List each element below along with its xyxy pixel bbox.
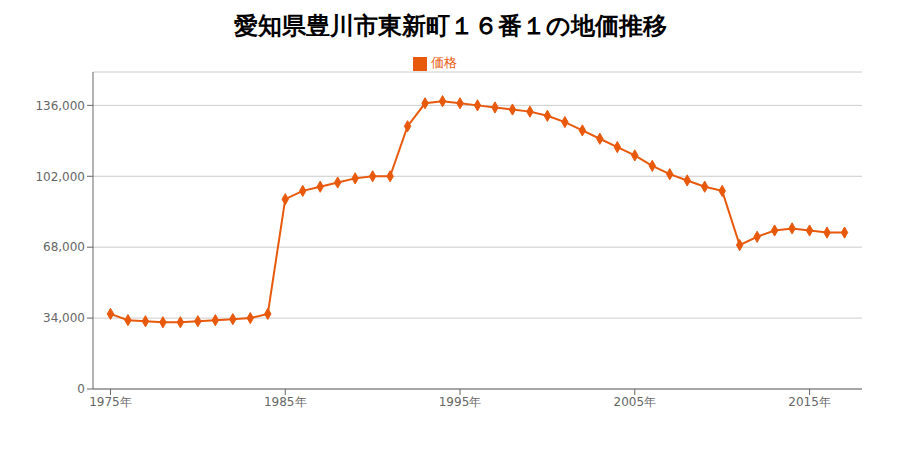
svg-text:68,000: 68,000 (43, 240, 85, 254)
svg-text:2015年: 2015年 (788, 395, 831, 409)
svg-text:1995年: 1995年 (439, 395, 482, 409)
svg-text:1975年: 1975年 (89, 395, 132, 409)
svg-text:0: 0 (77, 382, 85, 396)
svg-text:34,000: 34,000 (43, 311, 85, 325)
svg-text:136,000: 136,000 (35, 99, 85, 113)
svg-text:102,000: 102,000 (35, 170, 85, 184)
html-text:価格: 価格 (431, 55, 457, 70)
svg-text:1985年: 1985年 (264, 395, 307, 409)
svg-text:2005年: 2005年 (614, 395, 657, 409)
html-text:愛知県豊川市東新町１６番１の地価推移: 愛知県豊川市東新町１６番１の地価推移 (233, 12, 667, 40)
